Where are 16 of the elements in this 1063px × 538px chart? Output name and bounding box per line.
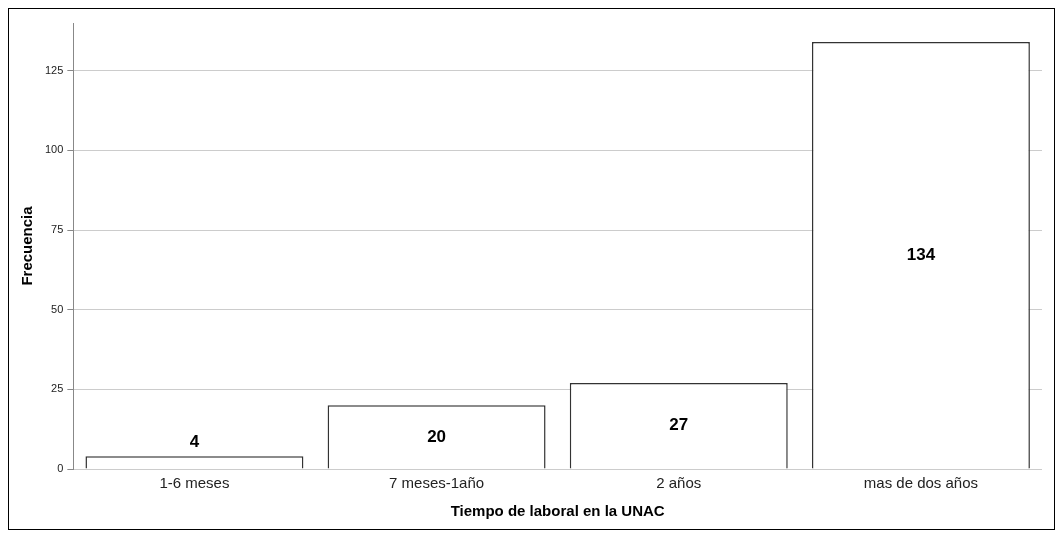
x-tick-label: 2 años <box>656 474 702 492</box>
y-tick-label: 25 <box>51 382 64 395</box>
y-tick-label: 0 <box>57 462 64 475</box>
y-tick-label: 125 <box>44 63 64 76</box>
data-label: 134 <box>906 244 936 264</box>
x-axis-title: Tiempo de laboral en la UNAC <box>450 502 665 520</box>
x-tick-label: 1-6 meses <box>159 474 230 492</box>
x-tick-label: 7 meses-1año <box>389 474 485 492</box>
data-label: 4 <box>189 431 200 451</box>
y-axis-title: Frecuencia <box>18 205 36 286</box>
data-label: 20 <box>427 426 447 446</box>
y-tick-label: 50 <box>51 302 64 315</box>
data-label: 27 <box>669 415 689 435</box>
x-tick-label: mas de dos años <box>863 474 979 492</box>
y-tick-label: 75 <box>51 223 64 236</box>
y-tick-label: 100 <box>44 143 64 156</box>
